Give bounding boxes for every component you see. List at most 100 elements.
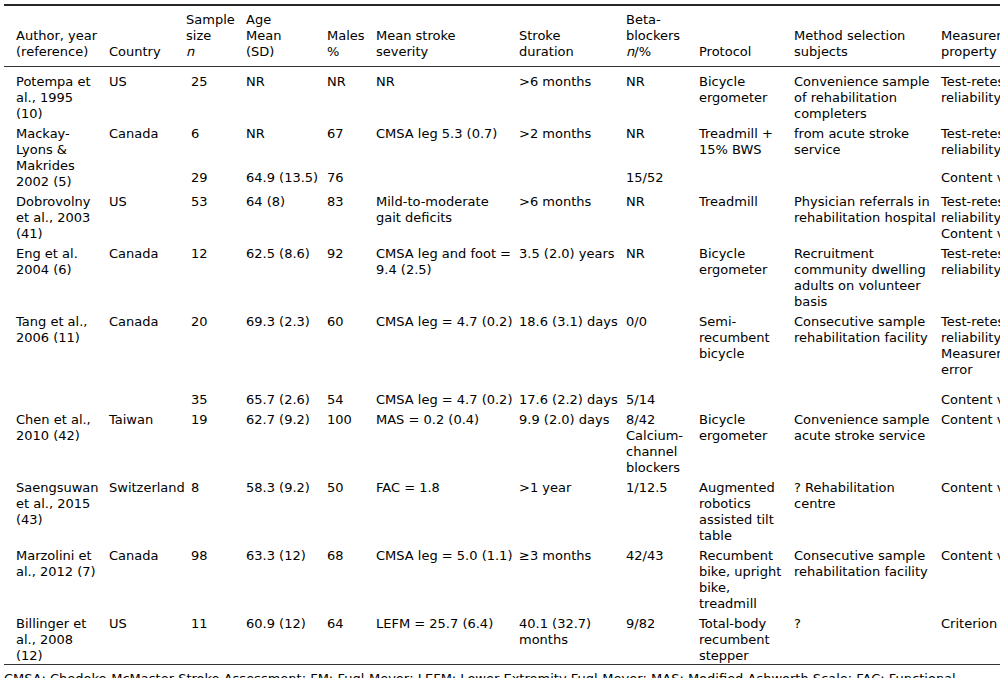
cell-sample: 35 [186,378,246,408]
cell-measurement: Test-retest reliability Content validity [941,190,1000,242]
cell-method: Convenience sample acute stroke service [794,408,941,476]
table-row: Chen et al., 2010 (42)Taiwan1962.7 (9.2)… [4,408,1000,476]
cell-age: 64 (8) [246,190,327,242]
table-body: Potempa et al., 1995 (10)US25NRNRNR>6 mo… [4,67,1000,665]
cell-protocol: Bicycle ergometer [699,67,794,123]
cell-author: Saengsuwan et al., 2015 (43) [4,476,109,544]
cell-protocol: Treadmill [699,190,794,242]
cell-age: NR [246,122,327,166]
table-row: Potempa et al., 1995 (10)US25NRNRNR>6 mo… [4,67,1000,123]
cell-author: Potempa et al., 1995 (10) [4,67,109,123]
cell-age: 58.3 (9.2) [246,476,327,544]
cell-severity: NR [376,67,519,123]
cell-measurement: Test-retest reliability [941,122,1000,166]
table-header: Author, year (reference)CountrySample si… [4,5,1000,67]
cell-country: Canada [109,310,186,378]
cell-country [109,166,186,190]
cell-protocol: Recumbent bike, upright bike, treadmill [699,544,794,612]
table-row: 3565.7 (2.6)54CMSA leg = 4.7 (0.2)17.6 (… [4,378,1000,408]
cell-sample: 25 [186,67,246,123]
cell-author: Chen et al., 2010 (42) [4,408,109,476]
cell-author: Billinger et al., 2008 (12) [4,612,109,665]
cell-beta: NR [626,67,699,123]
cell-duration: >1 year [519,476,626,544]
cell-protocol: Treadmill + 15% BWS [699,122,794,166]
table-row: 2964.9 (13.5)7615/52Content validity [4,166,1000,190]
cell-protocol [699,166,794,190]
column-header-measurement: Measurement property [941,5,1000,67]
cell-severity: CMSA leg and foot = 9.4 (2.5) [376,242,519,310]
cell-males: 68 [327,544,376,612]
cell-sample: 29 [186,166,246,190]
cell-age: 62.5 (8.6) [246,242,327,310]
cell-author: Tang et al., 2006 (11) [4,310,109,378]
cell-duration [519,166,626,190]
cell-males: NR [327,67,376,123]
cell-method: Consecutive sample rehabilitation facili… [794,310,941,378]
table-row: Saengsuwan et al., 2015 (43)Switzerland8… [4,476,1000,544]
cell-country: US [109,612,186,665]
cell-method: Consecutive sample rehabilitation facili… [794,544,941,612]
cell-country: Canada [109,242,186,310]
cell-sample: 6 [186,122,246,166]
table-row: Mackay-Lyons & Makrides 2002 (5)Canada6N… [4,122,1000,166]
cell-method [794,378,941,408]
cell-males: 54 [327,378,376,408]
cell-beta: 9/82 [626,612,699,665]
cell-protocol: Semi-recumbent bicycle [699,310,794,378]
table-row: Dobrovolny et al., 2003 (41)US5364 (8)83… [4,190,1000,242]
cell-males: 64 [327,612,376,665]
cell-method: ? Rehabilitation centre [794,476,941,544]
cell-duration: 40.1 (32.7) months [519,612,626,665]
cell-beta: NR [626,190,699,242]
column-header-beta: Beta- blockers n/% [626,5,699,67]
cell-measurement: Test-retest reliability Measurement erro… [941,310,1000,378]
cell-severity [376,166,519,190]
cell-protocol: Augmented robotics assisted tilt table [699,476,794,544]
cell-beta: NR [626,242,699,310]
cell-duration: 3.5 (2.0) years [519,242,626,310]
cell-age: NR [246,67,327,123]
cell-beta: 8/42 Calcium-channel blockers [626,408,699,476]
cell-country: Taiwan [109,408,186,476]
cell-age: 62.7 (9.2) [246,408,327,476]
table-row: Marzolini et al., 2012 (7)Canada9863.3 (… [4,544,1000,612]
cell-age: 64.9 (13.5) [246,166,327,190]
table-row: Tang et al., 2006 (11)Canada2069.3 (2.3)… [4,310,1000,378]
cell-protocol [699,378,794,408]
cell-severity: FAC = 1.8 [376,476,519,544]
column-header-country: Country [109,5,186,67]
column-header-protocol: Protocol [699,5,794,67]
cell-sample: 12 [186,242,246,310]
cell-protocol: Bicycle ergometer [699,242,794,310]
study-characteristics-table: Author, year (reference)CountrySample si… [4,4,1000,665]
cell-sample: 98 [186,544,246,612]
cell-sample: 53 [186,190,246,242]
table-footnote: CMSA: Chedoke-McMaster Stroke Assessment… [4,665,996,678]
cell-severity: LEFM = 25.7 (6.4) [376,612,519,665]
cell-duration: 17.6 (2.2) days [519,378,626,408]
column-header-duration: Stroke duration [519,5,626,67]
cell-males: 100 [327,408,376,476]
cell-country: Canada [109,544,186,612]
cell-sample: 8 [186,476,246,544]
column-header-sample: Sample size n [186,5,246,67]
cell-sample: 11 [186,612,246,665]
cell-author: Dobrovolny et al., 2003 (41) [4,190,109,242]
cell-method: from acute stroke service [794,122,941,166]
table-row: Eng et al. 2004 (6)Canada1262.5 (8.6)92C… [4,242,1000,310]
cell-beta: 5/14 [626,378,699,408]
cell-duration: ≥3 months [519,544,626,612]
cell-males: 67 [327,122,376,166]
cell-measurement: Content validity [941,378,1000,408]
cell-males: 76 [327,166,376,190]
cell-severity: Mild-to-moderate gait deficits [376,190,519,242]
cell-beta: 0/0 [626,310,699,378]
table-header-row: Author, year (reference)CountrySample si… [4,5,1000,67]
cell-measurement: Test-retest reliability [941,67,1000,123]
cell-measurement: Content validity [941,544,1000,612]
cell-males: 50 [327,476,376,544]
cell-beta: NR [626,122,699,166]
page: Author, year (reference)CountrySample si… [0,0,1000,678]
cell-country: Canada [109,122,186,166]
